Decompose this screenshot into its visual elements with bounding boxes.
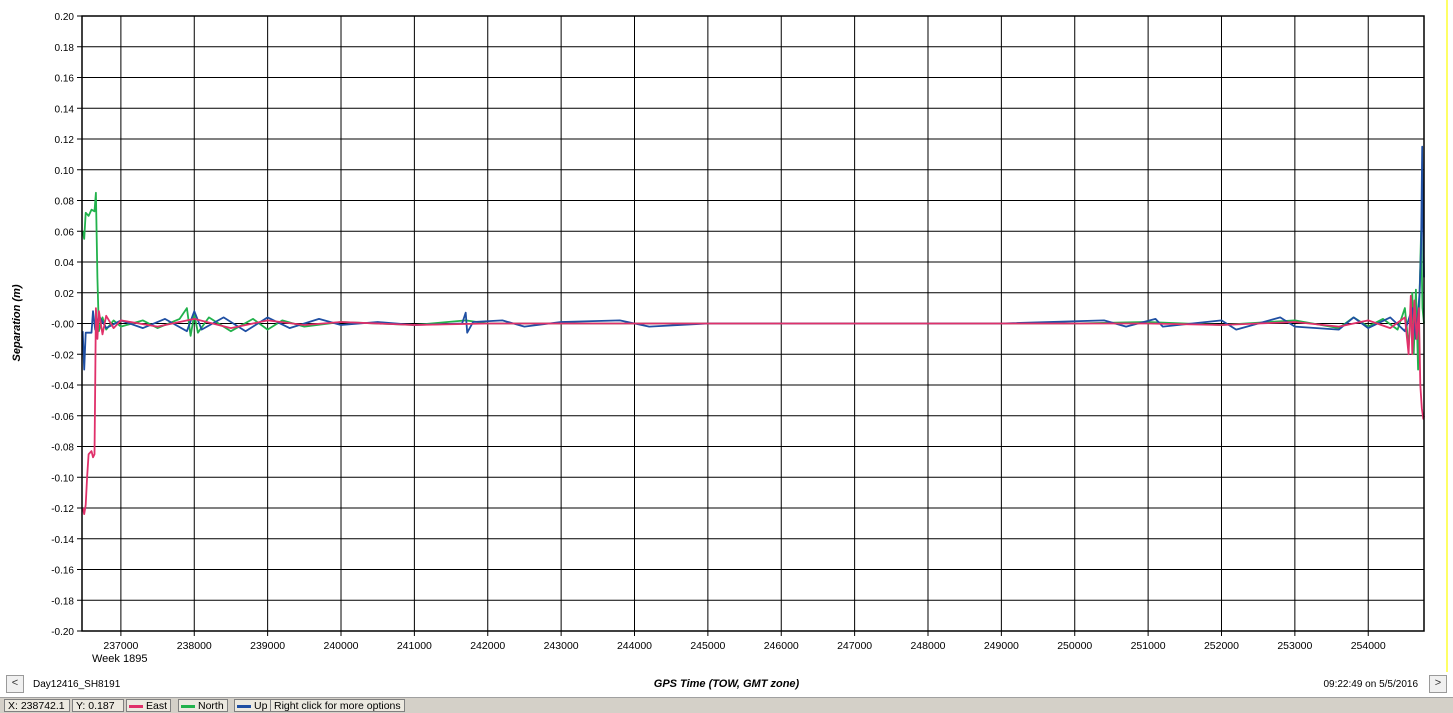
legend-north-label: North: [198, 700, 224, 712]
status-bar: X: 238742.1 Y: 0.187 East North Up Right…: [0, 697, 1453, 713]
y-readout: Y: 0.187: [72, 699, 124, 712]
y-tick-label: 0.16: [55, 74, 75, 85]
y-tick-label: 0.12: [55, 135, 75, 146]
y-tick-label: -0.08: [51, 443, 74, 454]
y-tick-label: 0.18: [55, 43, 75, 54]
next-dataset-button[interactable]: >: [1429, 675, 1447, 693]
timestamp: 09:22:49 on 5/5/2016: [1323, 679, 1418, 690]
y-tick-label: -0.04: [51, 381, 74, 392]
x-tick-label: 254000: [1351, 640, 1386, 652]
hint-text: Right click for more options: [270, 699, 405, 712]
y-axis-title: Separation (m): [11, 284, 23, 361]
series-line-east: [81, 294, 1425, 515]
x-tick-label: 244000: [617, 640, 652, 652]
y-tick-label: -0.14: [51, 535, 74, 546]
dataset-name: Day12416_SH8191: [33, 679, 121, 690]
y-tick-label: -0.00: [51, 320, 74, 331]
y-tick-label: -0.16: [51, 566, 74, 577]
x-tick-label: 240000: [323, 640, 358, 652]
y-tick-label: 0.08: [55, 197, 75, 208]
y-tick-label: 0.10: [55, 166, 75, 177]
previous-dataset-button[interactable]: <: [6, 675, 24, 693]
y-tick-label: 0.06: [55, 227, 75, 238]
x-tick-label: 239000: [250, 640, 285, 652]
y-tick-label: -0.02: [51, 350, 74, 361]
right-edge-rule: [1446, 0, 1448, 672]
y-tick-label: -0.10: [51, 473, 74, 484]
y-tick-label: -0.06: [51, 412, 74, 423]
legend-east[interactable]: East: [126, 699, 172, 712]
x-tick-label: 245000: [690, 640, 725, 652]
x-tick-label: 237000: [103, 640, 138, 652]
x-tick-label: 238000: [177, 640, 212, 652]
x-tick-labels: 237000 238000 239000 240000 241000 242000 2430…: [103, 631, 1386, 652]
up-swatch: [237, 704, 251, 708]
y-tick-label: -0.18: [51, 596, 74, 607]
week-label: Week 1895: [92, 653, 147, 665]
x-tick-label: 252000: [1204, 640, 1239, 652]
y-tick-label: -0.12: [51, 504, 74, 515]
legend-north[interactable]: North: [178, 699, 228, 712]
x-tick-label: 246000: [764, 640, 799, 652]
y-tick-label: 0.02: [55, 289, 75, 300]
x-tick-label: 251000: [1131, 640, 1166, 652]
north-swatch: [181, 704, 195, 708]
separation-chart[interactable]: 0.20 0.18 0.16 0.14 0.12 0.10 0.08 0.06 0.04 0.02…: [0, 0, 1453, 672]
x-tick-label: 250000: [1057, 640, 1092, 652]
x-readout: X: 238742.1: [4, 699, 70, 712]
x-tick-label: 242000: [470, 640, 505, 652]
x-axis-title: GPS Time (TOW, GMT zone): [653, 678, 800, 690]
legend-east-label: East: [146, 700, 168, 712]
x-tick-label: 253000: [1277, 640, 1312, 652]
legend-up[interactable]: Up: [234, 699, 272, 712]
y-tick-label: 0.04: [55, 258, 75, 269]
y-tick-label: 0.20: [55, 12, 75, 23]
x-tick-label: 243000: [544, 640, 579, 652]
east-swatch: [129, 704, 143, 708]
x-tick-label: 249000: [984, 640, 1019, 652]
x-tick-label: 241000: [397, 640, 432, 652]
y-tick-labels: 0.20 0.18 0.16 0.14 0.12 0.10 0.08 0.06 0.04 0.02…: [51, 12, 82, 638]
navigation-row: < Day12416_SH8191 GPS Time (TOW, GMT zon…: [0, 672, 1453, 696]
x-tick-label: 247000: [837, 640, 872, 652]
legend-up-label: Up: [254, 700, 268, 712]
series-lines: [81, 145, 1425, 515]
y-tick-label: 0.14: [55, 104, 75, 115]
x-tick-label: 248000: [910, 640, 945, 652]
y-tick-label: -0.20: [51, 627, 74, 638]
